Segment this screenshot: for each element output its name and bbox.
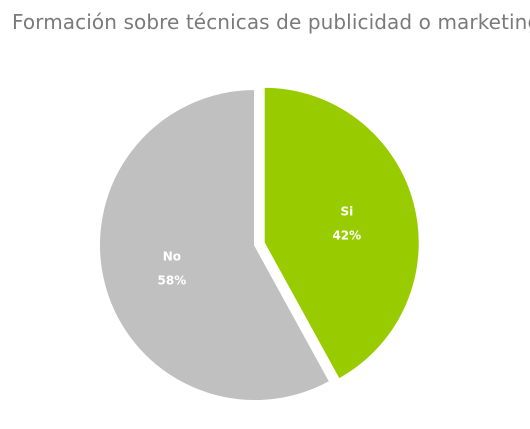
- slice-value-label-no: 58%: [158, 273, 187, 287]
- chart-title: Formación sobre técnicas de publicidad o…: [12, 10, 530, 34]
- pie-slice-si: [262, 85, 421, 381]
- slice-label-si: Si: [340, 204, 353, 218]
- slice-value-label-si: 42%: [332, 228, 361, 242]
- pie-slice-no: [98, 87, 332, 402]
- slice-label-no: No: [163, 249, 181, 263]
